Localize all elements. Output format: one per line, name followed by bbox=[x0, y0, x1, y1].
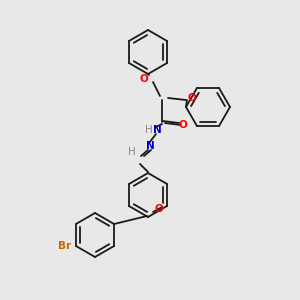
Text: N: N bbox=[153, 125, 161, 135]
Text: O: O bbox=[155, 204, 164, 214]
Text: H: H bbox=[145, 125, 153, 135]
Text: O: O bbox=[178, 120, 188, 130]
Text: O: O bbox=[140, 74, 148, 84]
Text: O: O bbox=[188, 93, 196, 103]
Text: Br: Br bbox=[58, 241, 71, 251]
Text: H: H bbox=[128, 147, 136, 157]
Text: N: N bbox=[146, 141, 154, 151]
